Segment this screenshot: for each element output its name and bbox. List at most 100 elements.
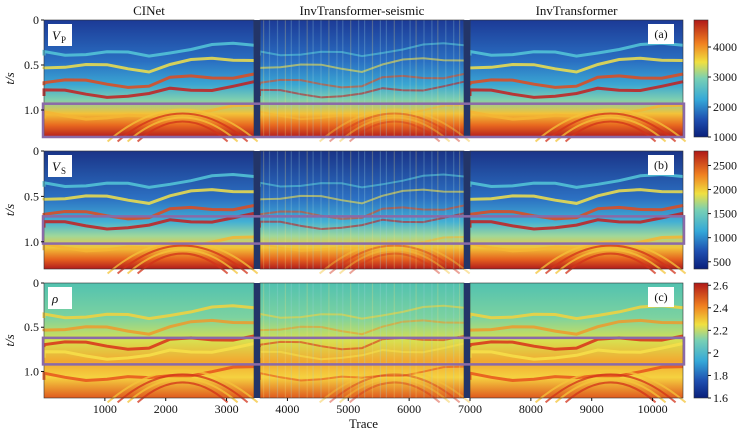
reflector-band	[468, 365, 684, 383]
x-tick-label: 10000	[638, 402, 668, 416]
noise-streak	[312, 151, 314, 269]
reflector-band	[42, 172, 255, 189]
noise-streak	[459, 151, 461, 269]
arc-structure	[338, 116, 451, 143]
noise-streak	[453, 151, 455, 269]
arc-structure	[328, 373, 461, 404]
y-axis-label: t/s	[2, 204, 17, 216]
noise-streak	[459, 283, 461, 398]
noise-streak	[306, 151, 308, 269]
heatmap-panel-2-3	[468, 150, 687, 275]
noise-streak	[364, 283, 366, 398]
noise-streak	[336, 283, 338, 398]
noise-streak	[431, 151, 433, 269]
noise-streak	[445, 151, 447, 269]
colorbar-tick-label: 1.6	[713, 391, 728, 405]
noise-streak	[453, 283, 455, 398]
colorbar-tick-label: 1.8	[713, 368, 728, 382]
reflector-band	[42, 365, 255, 383]
reflector-band	[259, 42, 465, 58]
reflector-band	[468, 41, 684, 58]
noise-streak	[290, 20, 292, 137]
arc-structure	[554, 248, 667, 275]
reflector-band	[259, 188, 465, 205]
variable-symbol: V	[52, 159, 62, 174]
column-separator	[254, 283, 260, 398]
arc-structure	[126, 248, 239, 275]
reflector-band	[468, 204, 684, 221]
arc-structure	[136, 252, 229, 275]
panel-label: (a)	[648, 24, 674, 44]
y-tick-label: 0.5	[24, 189, 39, 203]
noise-streak	[284, 283, 286, 398]
panel-label-box	[648, 155, 674, 175]
reflector-band	[259, 73, 465, 89]
noise-streak	[298, 151, 300, 269]
x-tick-label: 1000	[93, 402, 117, 416]
reflector-band	[42, 188, 255, 205]
variable-label-box	[48, 287, 72, 309]
reflector-band	[259, 304, 465, 320]
reflector-band	[468, 80, 684, 99]
row-2: V S (b)	[41, 150, 687, 275]
arc-structure	[106, 240, 259, 275]
reflector-band	[468, 334, 684, 351]
noise-streak	[364, 20, 366, 137]
reflector-band	[468, 342, 684, 361]
column-title: InvTransformer-seismic	[300, 3, 425, 18]
colorbar-3: 1.6 1.8 2 2.2 2.4 2.6	[693, 278, 728, 405]
noise-streak	[379, 283, 381, 398]
reflector-band	[259, 365, 465, 382]
colorbar-tick-label: 2.6	[713, 278, 728, 292]
panel-label-text: (c)	[654, 290, 667, 304]
arc-structure	[318, 369, 471, 404]
noise-streak	[385, 20, 387, 137]
reflector-band	[468, 188, 684, 205]
noise-streak	[364, 151, 366, 269]
noise-streak	[306, 283, 308, 398]
noise-streak	[431, 20, 433, 137]
noise-streak	[336, 151, 338, 269]
x-tick-label: 2000	[154, 402, 178, 416]
noise-streak	[358, 20, 360, 137]
noise-streak	[350, 20, 352, 137]
noise-streak	[350, 151, 352, 269]
y-tick-label: 0	[33, 276, 39, 290]
arc-structure	[338, 248, 451, 275]
noise-streak	[393, 283, 395, 398]
heatmap-panel-2-2	[259, 150, 471, 275]
reflector-band	[259, 342, 465, 361]
noise-streak	[358, 151, 360, 269]
noise-streak	[320, 283, 322, 398]
noise-streak	[320, 151, 322, 269]
colorbar-gradient	[693, 150, 709, 270]
colorbar-tick-label: 4000	[713, 40, 737, 54]
heatmap-panel-2-1	[42, 150, 259, 275]
x-tick-label: 8000	[519, 402, 543, 416]
reflector-band	[468, 172, 684, 189]
x-axis-label: Trace	[349, 416, 378, 431]
colorbar-tick-label: 1500	[713, 207, 737, 221]
arc-structure	[554, 377, 667, 404]
heatmap-panel-3-1	[42, 282, 259, 404]
highlight-box	[41, 102, 686, 139]
arc-structure	[116, 373, 249, 404]
panel-label: (c)	[648, 287, 674, 307]
noise-streak	[401, 151, 403, 269]
y-axis-label: t/s	[2, 72, 17, 84]
arc-structure	[534, 240, 687, 275]
highlight-box	[41, 336, 686, 366]
noise-streak	[379, 151, 381, 269]
reflector-band	[468, 72, 684, 89]
noise-streak	[312, 283, 314, 398]
x-tick-label: 6000	[397, 402, 421, 416]
arc-structure	[544, 244, 677, 275]
noise-streak	[298, 283, 300, 398]
arc-structure	[126, 116, 239, 143]
noise-streak	[306, 20, 308, 137]
reflector-band	[259, 236, 465, 252]
arc-structure	[136, 120, 229, 143]
noise-streak	[336, 20, 338, 137]
reflector-band	[42, 41, 255, 58]
